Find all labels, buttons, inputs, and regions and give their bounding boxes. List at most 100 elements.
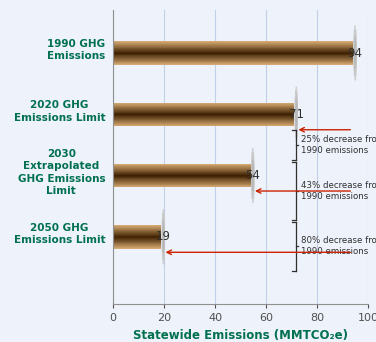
- Bar: [113, 49, 353, 50]
- Bar: [113, 184, 251, 185]
- Circle shape: [296, 87, 297, 126]
- Bar: [113, 122, 294, 123]
- Bar: [113, 248, 161, 249]
- Bar: [113, 61, 353, 62]
- Text: 2050 GHG
Emissions Limit: 2050 GHG Emissions Limit: [14, 223, 105, 245]
- Bar: [113, 119, 294, 120]
- Bar: [113, 103, 294, 104]
- Circle shape: [163, 214, 165, 253]
- Bar: [113, 165, 251, 166]
- Bar: [113, 64, 353, 65]
- Bar: [113, 183, 251, 184]
- Circle shape: [163, 221, 165, 260]
- Bar: [113, 231, 161, 232]
- Bar: [113, 51, 353, 52]
- Circle shape: [355, 25, 356, 65]
- Text: 43% decrease from
1990 emissions: 43% decrease from 1990 emissions: [301, 181, 376, 201]
- Bar: [113, 46, 353, 47]
- Circle shape: [253, 160, 254, 199]
- Bar: [113, 226, 161, 227]
- Bar: [113, 237, 161, 238]
- Bar: [113, 63, 353, 64]
- Bar: [113, 117, 294, 118]
- Bar: [113, 45, 353, 46]
- Circle shape: [162, 213, 164, 252]
- Bar: [113, 115, 294, 116]
- Bar: [113, 244, 161, 245]
- Bar: [113, 120, 294, 121]
- Bar: [113, 43, 353, 44]
- Bar: [113, 227, 161, 228]
- Bar: [113, 243, 161, 244]
- Bar: [113, 105, 294, 106]
- Bar: [113, 58, 353, 59]
- Bar: [113, 118, 294, 119]
- Bar: [113, 114, 294, 115]
- Bar: [113, 42, 353, 43]
- Bar: [113, 181, 251, 182]
- Bar: [113, 104, 294, 105]
- Bar: [113, 62, 353, 63]
- Bar: [113, 178, 251, 179]
- Text: 19: 19: [156, 231, 171, 244]
- Bar: [113, 243, 161, 244]
- Circle shape: [354, 25, 356, 65]
- Bar: [113, 180, 251, 181]
- Circle shape: [162, 225, 164, 265]
- Bar: [113, 239, 161, 240]
- Bar: [113, 57, 353, 58]
- Bar: [113, 231, 161, 232]
- Circle shape: [162, 218, 164, 256]
- Circle shape: [354, 34, 356, 73]
- Bar: [113, 225, 161, 226]
- Circle shape: [252, 156, 254, 195]
- Bar: [113, 44, 353, 45]
- Bar: [113, 113, 294, 114]
- Bar: [113, 241, 161, 242]
- Bar: [113, 47, 353, 48]
- Circle shape: [296, 91, 298, 130]
- Bar: [113, 166, 251, 167]
- Bar: [113, 233, 161, 234]
- Circle shape: [251, 152, 253, 191]
- Bar: [113, 240, 161, 241]
- Circle shape: [252, 163, 254, 203]
- Bar: [113, 234, 161, 235]
- Circle shape: [295, 103, 297, 142]
- Bar: [113, 168, 251, 169]
- Text: 71: 71: [289, 108, 304, 121]
- Bar: [113, 242, 161, 243]
- Bar: [113, 45, 353, 46]
- Circle shape: [251, 160, 253, 199]
- X-axis label: Statewide Emissions (MMTCO₂e): Statewide Emissions (MMTCO₂e): [133, 329, 348, 342]
- Bar: [113, 104, 294, 105]
- Bar: [113, 41, 353, 42]
- Bar: [113, 174, 251, 175]
- Bar: [113, 226, 161, 227]
- Bar: [113, 171, 251, 172]
- Circle shape: [355, 41, 356, 80]
- Bar: [113, 236, 161, 237]
- Bar: [113, 109, 294, 110]
- Circle shape: [163, 209, 164, 249]
- Bar: [113, 227, 161, 228]
- Bar: [113, 50, 353, 51]
- Bar: [113, 48, 353, 49]
- Text: 2020 GHG
Emissions Limit: 2020 GHG Emissions Limit: [14, 100, 105, 122]
- Text: 54: 54: [246, 169, 260, 182]
- Bar: [113, 57, 353, 58]
- Circle shape: [252, 148, 253, 187]
- Bar: [113, 170, 251, 171]
- Bar: [113, 125, 294, 126]
- Bar: [113, 177, 251, 178]
- Circle shape: [295, 98, 296, 138]
- Bar: [113, 123, 294, 124]
- Circle shape: [252, 164, 253, 203]
- Bar: [113, 166, 251, 167]
- Bar: [113, 110, 294, 111]
- Bar: [113, 54, 353, 55]
- Bar: [113, 241, 161, 242]
- Bar: [113, 230, 161, 231]
- Circle shape: [296, 95, 297, 134]
- Bar: [113, 123, 294, 124]
